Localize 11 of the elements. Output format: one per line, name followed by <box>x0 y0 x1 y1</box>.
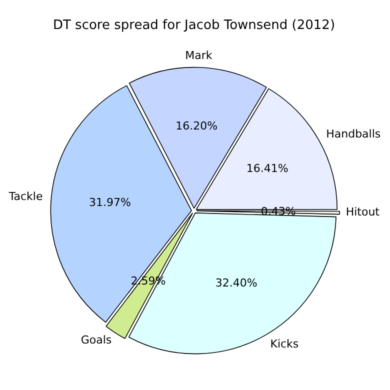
data-label: 16.20% <box>176 119 218 132</box>
slice-label: Goals <box>80 334 112 347</box>
slice-label: Hitout <box>346 206 380 219</box>
slice-label: Kicks <box>270 337 299 350</box>
chart-title: DT score spread for Jacob Townsend (2012) <box>52 18 336 34</box>
data-label: 16.41% <box>246 162 288 176</box>
data-label: 32.40% <box>215 276 258 290</box>
data-label: 31.97% <box>88 196 131 210</box>
slice-label: Tackle <box>8 190 43 204</box>
slice-label: Mark <box>185 49 213 62</box>
slice-label: Handballs <box>326 127 381 140</box>
